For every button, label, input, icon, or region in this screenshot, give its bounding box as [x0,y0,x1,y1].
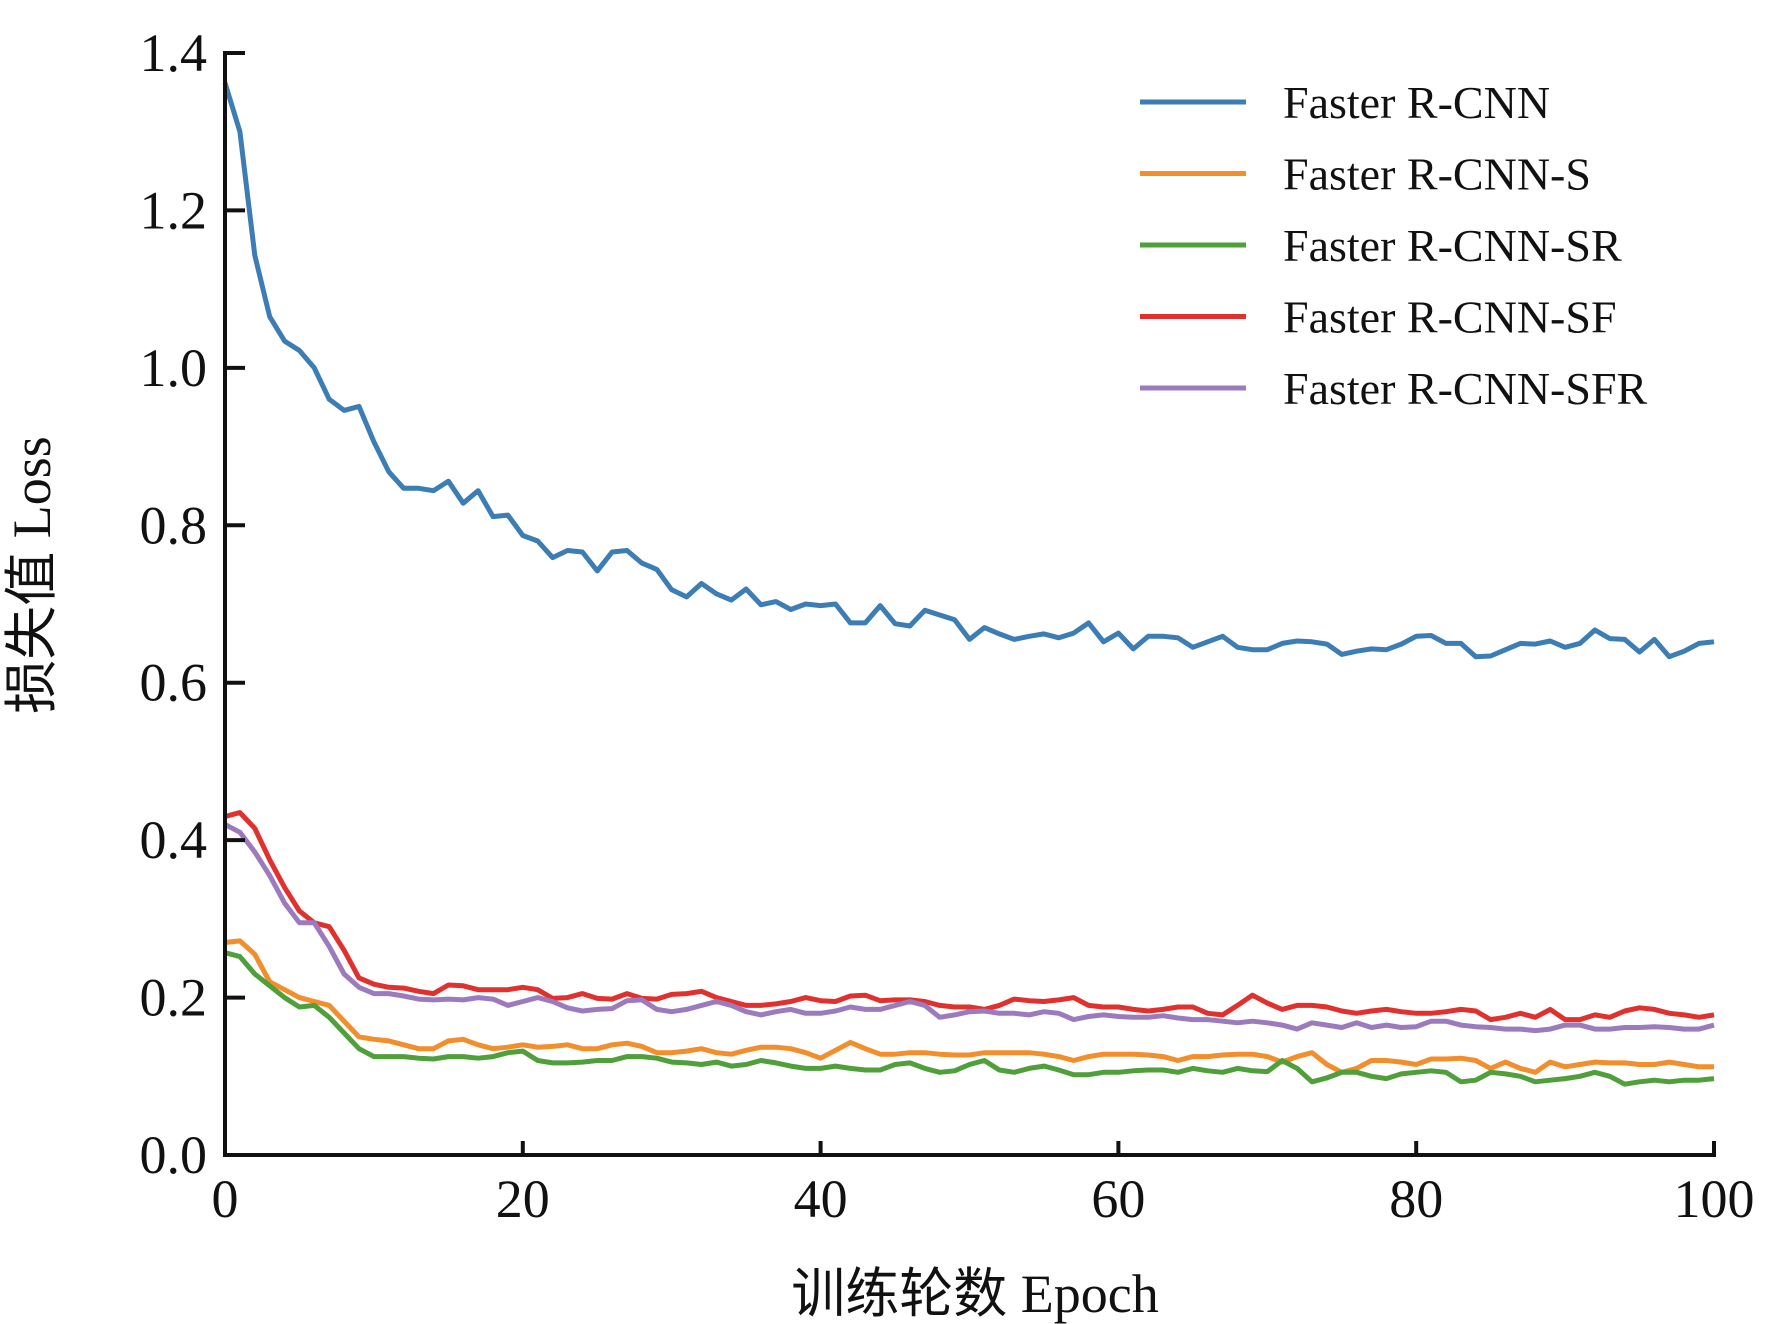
legend-label: Faster R-CNN-SF [1283,292,1617,343]
y-tick-label: 1.4 [140,23,208,83]
legend-label: Faster R-CNN [1283,77,1550,128]
legend-item-0: Faster R-CNN [1140,77,1550,128]
y-tick-label: 0.8 [140,495,208,555]
y-tick-label: 0.6 [140,653,208,713]
legend-item-1: Faster R-CNN-S [1140,149,1591,200]
x-axis-label: 训练轮数 Epoch [791,1264,1158,1324]
y-tick-label: 1.2 [140,180,208,240]
series-layer [222,82,1715,1087]
series-line-1 [224,938,1714,1075]
series-line-4 [223,822,1715,1034]
legend: Faster R-CNN Faster R-CNN-S Faster R-CNN-S… [1140,77,1648,414]
legend-label: Faster R-CNN-SFR [1283,363,1648,414]
x-tick-label: 80 [1389,1169,1443,1229]
x-tick-label: 60 [1091,1169,1145,1229]
legend-item-3: Faster R-CNN-SF [1140,292,1617,343]
legend-item-4: Faster R-CNN-SFR [1140,363,1648,414]
axes: 0 20 40 60 80 100 0.0 0.2 0.4 0.6 0.8 1.0 1.2 1.4 [140,23,1755,1229]
series-line-0 [222,82,1715,660]
x-tick-label: 100 [1674,1169,1755,1229]
legend-item-2: Faster R-CNN-SR [1140,220,1622,271]
x-tick-label: 20 [496,1169,550,1229]
legend-label: Faster R-CNN-SR [1283,220,1622,271]
x-tick-label: 40 [794,1169,848,1229]
x-tick-label: 0 [212,1169,239,1229]
y-tick-label: 0.4 [140,810,208,870]
y-axis-label: 损失值 Loss [2,436,62,714]
series-line-3 [224,810,1715,1023]
series-line-2 [224,950,1715,1087]
y-tick-label: 0.0 [140,1125,208,1185]
y-tick-label: 0.2 [140,968,208,1028]
y-tick-label: 1.0 [140,338,208,398]
legend-label: Faster R-CNN-S [1283,149,1591,200]
